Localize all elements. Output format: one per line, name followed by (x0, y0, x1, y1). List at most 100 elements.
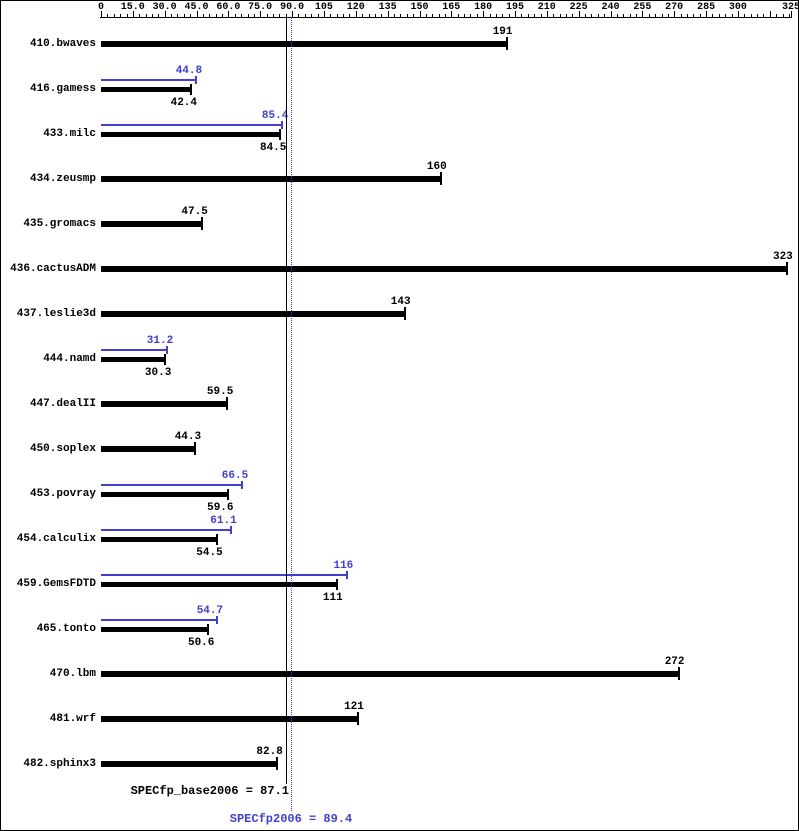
axis-tick (222, 14, 223, 17)
base-bar (101, 87, 191, 92)
benchmark-label: 447.dealII (29, 398, 96, 410)
peak-bar (101, 349, 168, 351)
base-value-label: 59.5 (206, 386, 234, 398)
axis-tick (432, 14, 434, 17)
base-bar (101, 41, 507, 47)
axis-tick (648, 14, 650, 17)
axis-tick-label: 255 (633, 2, 652, 13)
axis-tick (476, 14, 478, 17)
base-bar (101, 671, 679, 677)
axis-tick (757, 14, 758, 17)
axis-tick (737, 11, 739, 17)
axis-tick (591, 14, 593, 17)
axis-tick (202, 14, 204, 17)
axis-tick-label: 135 (378, 2, 397, 13)
axis-tick-label: 15.0 (120, 2, 145, 13)
peak-value-label: 66.5 (221, 470, 249, 482)
axis-tick (597, 14, 599, 17)
axis-tick (566, 14, 567, 17)
axis-tick-label: 150 (410, 2, 429, 13)
axis-tick (260, 11, 262, 17)
axis-tick (279, 14, 281, 17)
base-bar-cap (190, 84, 192, 95)
axis-tick (400, 14, 402, 17)
base-value-label: 111 (322, 592, 343, 604)
axis-tick (196, 11, 198, 17)
peak-value-label: 61.1 (210, 515, 237, 527)
peak-value-label: 54.7 (196, 605, 224, 617)
axis-tick (139, 14, 141, 17)
axis-tick (725, 14, 727, 17)
axis-tick (667, 14, 669, 17)
axis-tick (655, 14, 657, 17)
axis-tick-label: 45.0 (184, 2, 209, 13)
axis-tick (234, 14, 236, 17)
axis-tick (387, 11, 389, 17)
axis-tick (604, 14, 606, 17)
peak-bar (101, 529, 231, 531)
axis-tick (661, 14, 663, 17)
peak-bar-cap (229, 526, 232, 534)
axis-tick-label: 0 (97, 2, 104, 13)
axis-tick (343, 14, 344, 17)
benchmark-label: 470.lbm (49, 668, 96, 680)
axis-tick (546, 11, 548, 17)
base-bar-cap (403, 307, 406, 320)
axis-tick (699, 14, 701, 17)
base-bar (101, 132, 281, 137)
base-bar (101, 716, 358, 722)
axis-tick (744, 14, 746, 17)
axis-tick (241, 14, 243, 17)
base-bar (101, 582, 337, 587)
base-bar-cap (200, 217, 203, 230)
base-bar-cap (356, 712, 359, 725)
axis-tick (336, 14, 338, 17)
base-bar-cap (226, 489, 229, 500)
base-bar-cap (226, 397, 229, 410)
axis-tick (209, 14, 211, 17)
base-bar (101, 401, 228, 407)
base-value-label: 84.5 (259, 142, 287, 154)
base-bar (101, 266, 787, 272)
axis-tick (101, 11, 102, 17)
axis-tick-label: 60.0 (216, 2, 241, 13)
axis-tick (521, 14, 523, 17)
base-value-label: 160 (426, 161, 447, 173)
axis-tick (355, 11, 357, 17)
axis-tick (610, 11, 612, 17)
base-value-label: 191 (492, 26, 513, 38)
axis-tick (253, 14, 255, 17)
axis-tick (540, 14, 542, 17)
axis-tick (572, 14, 574, 17)
axis-tick-label: 75.0 (248, 2, 273, 13)
axis-tick (304, 14, 306, 17)
axis-tick-label: 240 (601, 2, 620, 13)
axis-tick (323, 11, 325, 17)
axis-tick (381, 14, 383, 17)
axis-tick-label: 180 (474, 2, 493, 13)
base-bar (101, 221, 202, 227)
axis-tick (183, 14, 185, 17)
axis-tick (292, 11, 294, 17)
axis-tick (791, 11, 792, 17)
axis-tick (425, 14, 427, 17)
axis-tick (616, 14, 618, 17)
peak-value-label: 31.2 (146, 335, 174, 347)
axis-tick (362, 14, 364, 17)
axis-tick (164, 11, 166, 17)
axis-tick (177, 14, 179, 17)
base-bar (101, 357, 166, 362)
axis-tick (782, 14, 784, 17)
base-bar-cap (505, 37, 508, 50)
axis-tick (788, 14, 790, 17)
benchmark-label: 481.wrf (49, 713, 96, 725)
axis-tick (527, 14, 529, 17)
axis-tick (145, 14, 147, 17)
axis-tick (285, 14, 287, 17)
axis-tick (113, 14, 115, 17)
axis-tick (158, 14, 160, 17)
peak-value-label: 116 (333, 560, 354, 572)
base-value-label: 143 (390, 296, 411, 308)
axis-tick (457, 14, 459, 17)
